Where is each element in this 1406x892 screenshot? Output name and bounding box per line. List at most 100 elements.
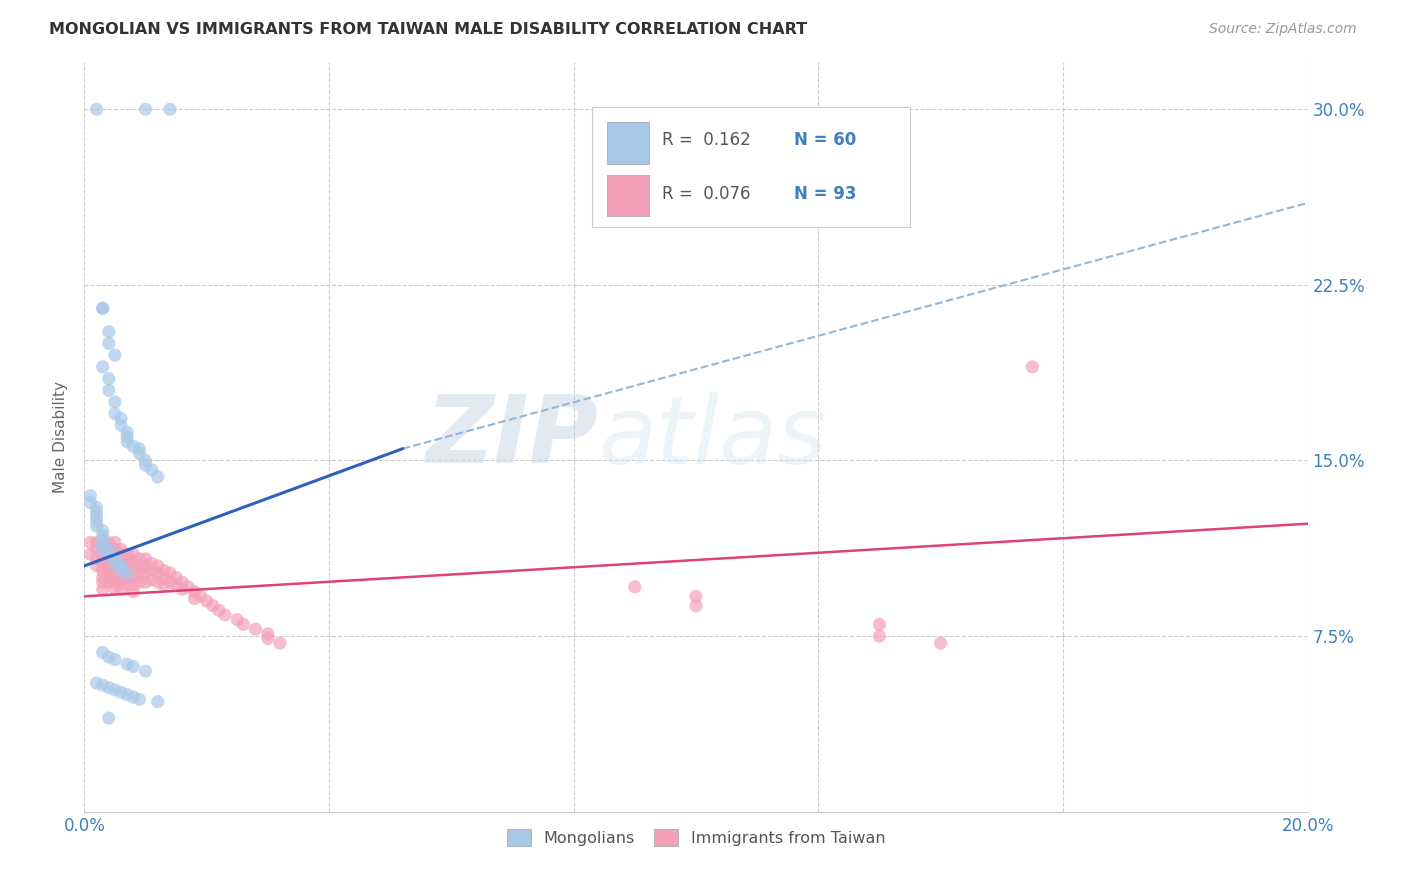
Point xyxy=(869,617,891,632)
Point xyxy=(115,558,138,573)
Point xyxy=(122,584,145,599)
Point xyxy=(104,683,127,698)
Point xyxy=(153,564,176,578)
Point xyxy=(97,371,120,385)
Point xyxy=(79,489,101,503)
Point xyxy=(110,558,132,573)
Point xyxy=(159,566,181,580)
Point xyxy=(165,571,187,585)
Point xyxy=(104,557,127,571)
Point xyxy=(257,632,280,646)
Point xyxy=(208,603,231,617)
Point xyxy=(97,575,120,590)
Point xyxy=(91,564,114,578)
Point xyxy=(104,566,127,580)
Point xyxy=(104,535,127,549)
Point xyxy=(110,547,132,561)
Text: N = 60: N = 60 xyxy=(794,130,856,149)
Point xyxy=(115,657,138,672)
Point xyxy=(869,629,891,643)
Point xyxy=(183,584,205,599)
Point xyxy=(91,538,114,552)
Point xyxy=(172,582,194,597)
Text: N = 93: N = 93 xyxy=(794,185,856,202)
Bar xyxy=(606,122,650,163)
Point xyxy=(141,564,163,578)
Text: ZIP: ZIP xyxy=(425,391,598,483)
Point xyxy=(122,577,145,591)
Point xyxy=(97,542,120,557)
Point xyxy=(91,547,114,561)
Point xyxy=(183,591,205,606)
Point xyxy=(79,535,101,549)
Point xyxy=(685,599,707,613)
Point xyxy=(91,646,114,660)
Point xyxy=(128,446,150,460)
Point xyxy=(128,558,150,573)
Point xyxy=(141,573,163,587)
Point xyxy=(165,577,187,591)
Point xyxy=(86,509,108,524)
Point xyxy=(122,547,145,561)
Point xyxy=(159,102,181,116)
Point xyxy=(104,582,127,597)
Point xyxy=(91,542,114,557)
Point xyxy=(115,566,138,580)
Point xyxy=(135,551,157,566)
Point xyxy=(91,678,114,692)
Point xyxy=(122,690,145,704)
Point xyxy=(159,575,181,590)
Point xyxy=(91,359,114,374)
Point xyxy=(97,547,120,561)
Point xyxy=(153,577,176,591)
Point xyxy=(146,558,169,573)
Point xyxy=(91,535,114,549)
Point xyxy=(91,558,114,573)
Point xyxy=(97,566,120,580)
Point xyxy=(122,571,145,585)
Point xyxy=(110,551,132,566)
Point xyxy=(115,688,138,702)
Point xyxy=(97,711,120,725)
Point xyxy=(86,542,108,557)
Point xyxy=(91,301,114,316)
Point xyxy=(91,533,114,547)
Point xyxy=(110,566,132,580)
Point xyxy=(115,547,138,561)
Point xyxy=(115,566,138,580)
Point xyxy=(135,453,157,467)
Point xyxy=(110,685,132,699)
Point xyxy=(97,535,120,549)
Point xyxy=(172,575,194,590)
Point xyxy=(110,411,132,425)
Point xyxy=(257,626,280,640)
Point xyxy=(86,500,108,515)
Point xyxy=(146,566,169,580)
Text: MONGOLIAN VS IMMIGRANTS FROM TAIWAN MALE DISABILITY CORRELATION CHART: MONGOLIAN VS IMMIGRANTS FROM TAIWAN MALE… xyxy=(49,22,807,37)
Point xyxy=(104,652,127,666)
Point xyxy=(122,554,145,568)
Point xyxy=(104,542,127,557)
Point xyxy=(146,470,169,484)
Point xyxy=(115,434,138,449)
Point xyxy=(104,407,127,421)
Point xyxy=(104,551,127,566)
Point xyxy=(86,505,108,519)
Point xyxy=(110,582,132,597)
Point xyxy=(97,558,120,573)
Point xyxy=(269,636,291,650)
Point xyxy=(97,650,120,665)
Point xyxy=(86,514,108,528)
Point xyxy=(86,519,108,533)
Point xyxy=(685,590,707,604)
FancyBboxPatch shape xyxy=(592,107,910,227)
Point xyxy=(97,542,120,557)
Point xyxy=(135,566,157,580)
Point xyxy=(115,577,138,591)
Point xyxy=(115,430,138,444)
Point xyxy=(153,571,176,585)
Point xyxy=(135,558,157,573)
Point xyxy=(97,571,120,585)
Point xyxy=(135,575,157,590)
Point xyxy=(128,692,150,706)
